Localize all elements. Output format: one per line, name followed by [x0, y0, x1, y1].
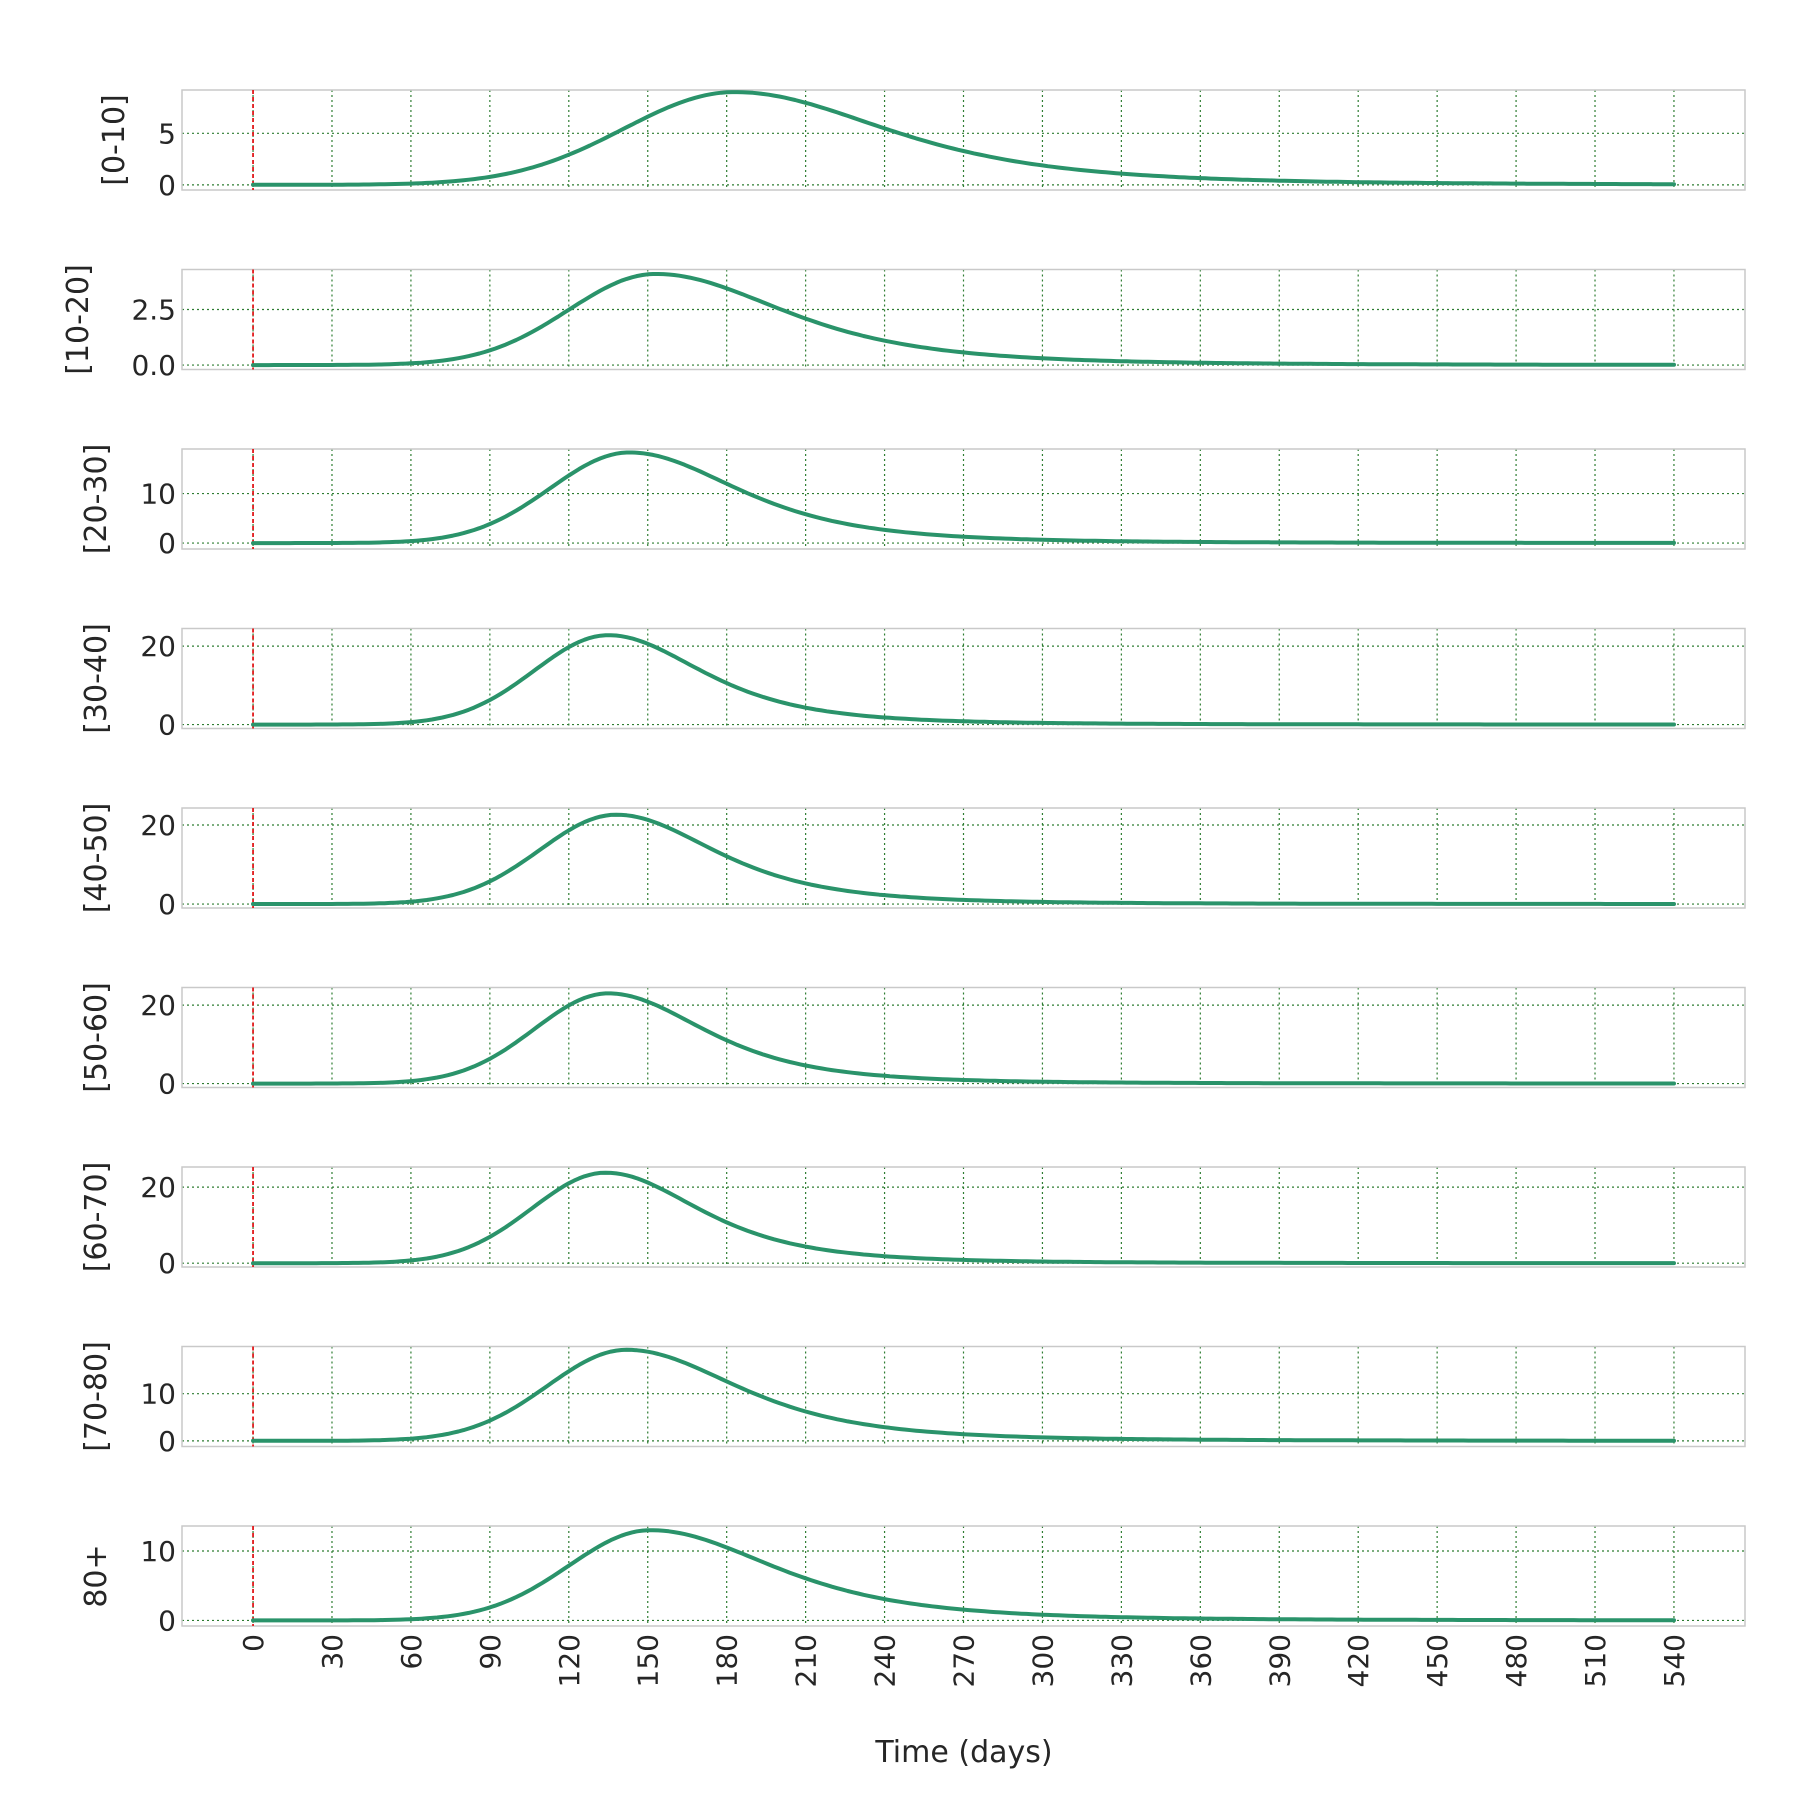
- x-tick-label: 360: [1184, 1634, 1217, 1687]
- y-axis-label: [50-60]: [79, 982, 114, 1093]
- subplot-frame: [181, 448, 1746, 550]
- x-axis: 0 30 60 90 120 150 180 210 240 270 300 330 360 390 420…: [237, 1634, 1691, 1687]
- series-line: [251, 1528, 1676, 1623]
- subplot-frame: [181, 1345, 1746, 1448]
- subplot-frame: [181, 268, 1746, 371]
- series-line: [251, 812, 1676, 906]
- subplot-frame: [181, 1525, 1746, 1627]
- y-axis-label: [10-20]: [61, 264, 96, 375]
- subplot-frame: [181, 986, 1746, 1089]
- y-tick-label: 0: [158, 888, 176, 921]
- y-tick-label: 10: [140, 478, 176, 511]
- x-tick-label: 0: [237, 1634, 270, 1652]
- series-line: [251, 1170, 1676, 1266]
- x-tick-label: 60: [395, 1634, 428, 1670]
- y-axis-label: [0-10]: [97, 94, 132, 186]
- x-tick-label: 540: [1658, 1634, 1691, 1687]
- y-tick-label: 20: [140, 1171, 176, 1204]
- y-tick-label: 20: [140, 809, 176, 842]
- x-tick-label: 150: [632, 1634, 665, 1687]
- x-tick-label: 330: [1105, 1634, 1138, 1687]
- subplot-stack: 0 5 [0-10] 0.0 2.5 [10-20] 0 10 [20-30] 0 20 [30-40…: [61, 89, 1746, 1637]
- y-tick-label: 0: [158, 1425, 176, 1458]
- x-tick-label: 510: [1579, 1634, 1612, 1687]
- subplot-frame: [181, 807, 1746, 909]
- subplot-panel: 0 10 [20-30]: [79, 444, 1746, 560]
- x-tick-label: 300: [1026, 1634, 1059, 1687]
- series-line: [251, 450, 1676, 546]
- subplot-panel: 0 20 [60-70]: [79, 1162, 1746, 1280]
- y-axis-label: [20-30]: [79, 444, 114, 555]
- y-axis-label: 80+: [79, 1544, 114, 1607]
- series-line: [251, 272, 1676, 368]
- y-tick-label: 0: [158, 709, 176, 742]
- x-tick-label: 240: [869, 1634, 902, 1687]
- series-line: [251, 633, 1676, 727]
- y-tick-label: 0.0: [131, 349, 176, 382]
- series-line: [251, 90, 1676, 187]
- subplot-frame: [181, 627, 1746, 730]
- x-tick-label: 210: [790, 1634, 823, 1687]
- x-tick-label: 390: [1263, 1634, 1296, 1687]
- x-tick-label: 450: [1421, 1634, 1454, 1687]
- y-tick-label: 5: [158, 117, 176, 150]
- y-axis-label: [70-80]: [79, 1341, 114, 1452]
- y-tick-label: 0: [158, 1247, 176, 1280]
- series-line: [251, 1347, 1676, 1443]
- x-tick-label: 480: [1500, 1634, 1533, 1687]
- y-tick-label: 0: [158, 527, 176, 560]
- subplot-panel: 0 5 [0-10]: [97, 89, 1746, 202]
- subplot-panel: 0 10 80+: [79, 1525, 1746, 1637]
- y-tick-label: 10: [140, 1378, 176, 1411]
- y-tick-label: 0: [158, 169, 176, 202]
- subplot-panel: 0 20 [40-50]: [79, 803, 1746, 921]
- subplot-panel: 0 10 [70-80]: [79, 1341, 1746, 1458]
- y-tick-label: 2.5: [131, 294, 176, 327]
- y-tick-label: 0: [158, 1604, 176, 1637]
- subplot-frame: [181, 1166, 1746, 1268]
- y-tick-label: 20: [140, 989, 176, 1022]
- y-axis-label: [30-40]: [79, 623, 114, 734]
- x-tick-label: 90: [474, 1634, 507, 1670]
- subplot-panel: 0 20 [30-40]: [79, 623, 1746, 742]
- y-tick-label: 20: [140, 630, 176, 663]
- series-line: [251, 991, 1676, 1086]
- x-axis-label: Time (days): [874, 1735, 1052, 1770]
- x-tick-label: 180: [711, 1634, 744, 1687]
- y-tick-label: 10: [140, 1535, 176, 1568]
- x-tick-label: 270: [948, 1634, 981, 1687]
- x-tick-label: 30: [316, 1634, 349, 1670]
- x-tick-label: 420: [1342, 1634, 1375, 1687]
- y-tick-label: 0: [158, 1068, 176, 1101]
- subplot-panel: 0.0 2.5 [10-20]: [61, 264, 1746, 382]
- subplot-frame: [181, 89, 1746, 191]
- x-tick-label: 120: [553, 1634, 586, 1687]
- y-axis-label: [60-70]: [79, 1162, 114, 1273]
- y-axis-label: [40-50]: [79, 803, 114, 914]
- subplot-panel: 0 20 [50-60]: [79, 982, 1746, 1101]
